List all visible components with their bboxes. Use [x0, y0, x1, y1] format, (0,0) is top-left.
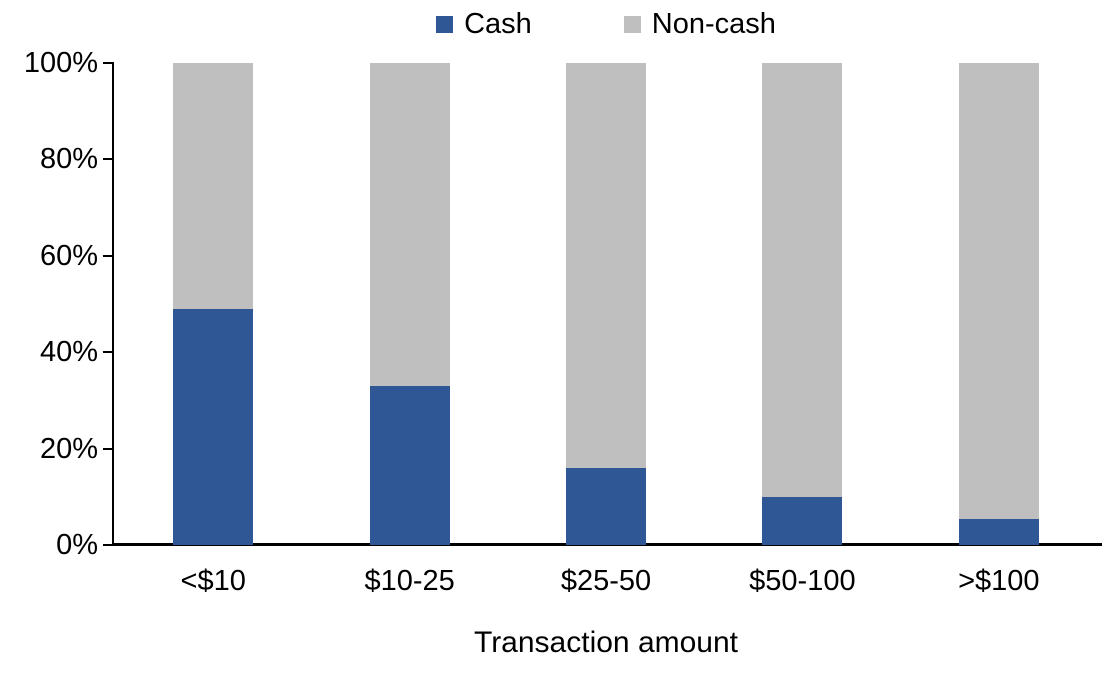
bar-segment-non-cash-$50-100: [762, 63, 843, 497]
x-axis-category-label: >$100: [958, 565, 1040, 597]
bar-segment-cash-$10-25: [369, 385, 450, 545]
x-axis-category-label: $50-100: [749, 565, 856, 597]
legend: Cash Non-cash: [115, 10, 1097, 39]
x-axis-title: Transaction amount: [473, 626, 739, 659]
y-axis-tick: [103, 62, 112, 64]
y-axis-tick-label: 80%: [39, 143, 98, 176]
y-axis-tick-label: 0%: [56, 529, 98, 561]
legend-label-noncash: Non-cash: [651, 8, 776, 40]
y-axis-tick-label: 60%: [39, 239, 98, 272]
bar-segment-non-cash-$10-25: [369, 63, 450, 386]
y-axis-tick-label: 20%: [39, 432, 98, 465]
y-axis-tick: [103, 447, 112, 450]
bar-$25-50: [566, 63, 646, 545]
y-axis-tick-label: 40%: [39, 336, 98, 369]
cash-swatch-icon: [436, 16, 454, 33]
bar-segment-non-cash->$100: [958, 63, 1039, 519]
legend-item-noncash: Non-cash: [623, 8, 776, 40]
bar-segment-cash-<$10: [173, 308, 254, 545]
bar-$10-25: [369, 63, 450, 545]
bar->$100: [958, 63, 1039, 545]
bar-segment-cash->$100: [958, 518, 1039, 545]
noncash-swatch-icon: [623, 16, 641, 33]
bar-<$10: [173, 63, 254, 545]
bar-segment-non-cash-$25-50: [566, 63, 646, 468]
x-axis-category-label: <$10: [180, 565, 246, 597]
bar-$50-100: [762, 63, 843, 545]
y-axis-tick: [103, 254, 112, 257]
y-axis-tick: [103, 351, 112, 354]
y-axis-tick: [103, 544, 112, 546]
x-axis-category-label: $25-50: [560, 565, 652, 597]
legend-item-cash: Cash: [436, 10, 532, 39]
x-axis-category-label: $10-25: [364, 565, 455, 597]
y-axis-line: [112, 62, 114, 546]
y-axis-tick-label: 100%: [23, 47, 98, 79]
bar-segment-cash-$25-50: [566, 467, 646, 545]
bar-segment-non-cash-<$10: [173, 63, 254, 309]
bar-segment-cash-$50-100: [762, 496, 843, 545]
y-axis-tick: [103, 158, 112, 161]
legend-label-cash: Cash: [464, 8, 532, 40]
